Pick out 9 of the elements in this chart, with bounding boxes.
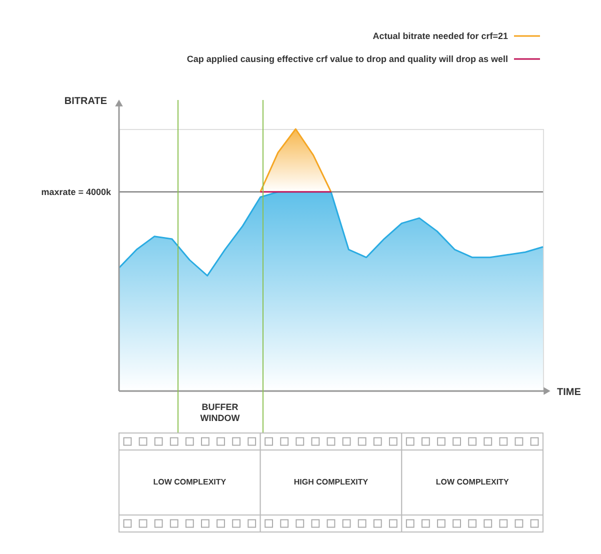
legend-label: Cap applied causing effective crf value to drop and quality will drop as well <box>186 54 508 64</box>
text: LOW COMPLEXITY <box>153 478 227 486</box>
text: maxrate = 4000k <box>41 186 112 197</box>
text: BUFFER WINDOW <box>200 402 240 423</box>
legend-label: Actual bitrate needed for crf=21 <box>372 31 508 41</box>
text: LOW COMPLEXITY <box>436 478 510 486</box>
text: HIGH COMPLEXITY <box>294 478 369 486</box>
y-axis-title: BITRATE <box>64 96 108 107</box>
x-axis-title: TIME <box>557 387 582 398</box>
